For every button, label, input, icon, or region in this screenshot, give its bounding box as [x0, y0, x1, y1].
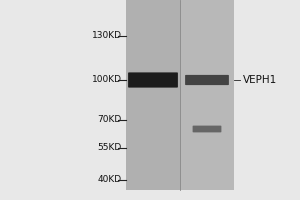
Text: 100KD: 100KD [92, 75, 122, 84]
FancyBboxPatch shape [185, 75, 229, 85]
Text: 40KD: 40KD [98, 176, 122, 184]
Bar [126, 0, 180, 190]
Bar [180, 0, 234, 190]
Text: 55KD: 55KD [97, 144, 122, 152]
FancyBboxPatch shape [193, 126, 221, 132]
Text: 130KD: 130KD [92, 31, 122, 40]
Text: 70KD: 70KD [97, 116, 122, 124]
FancyBboxPatch shape [128, 72, 178, 88]
Text: VEPH1: VEPH1 [243, 75, 277, 85]
